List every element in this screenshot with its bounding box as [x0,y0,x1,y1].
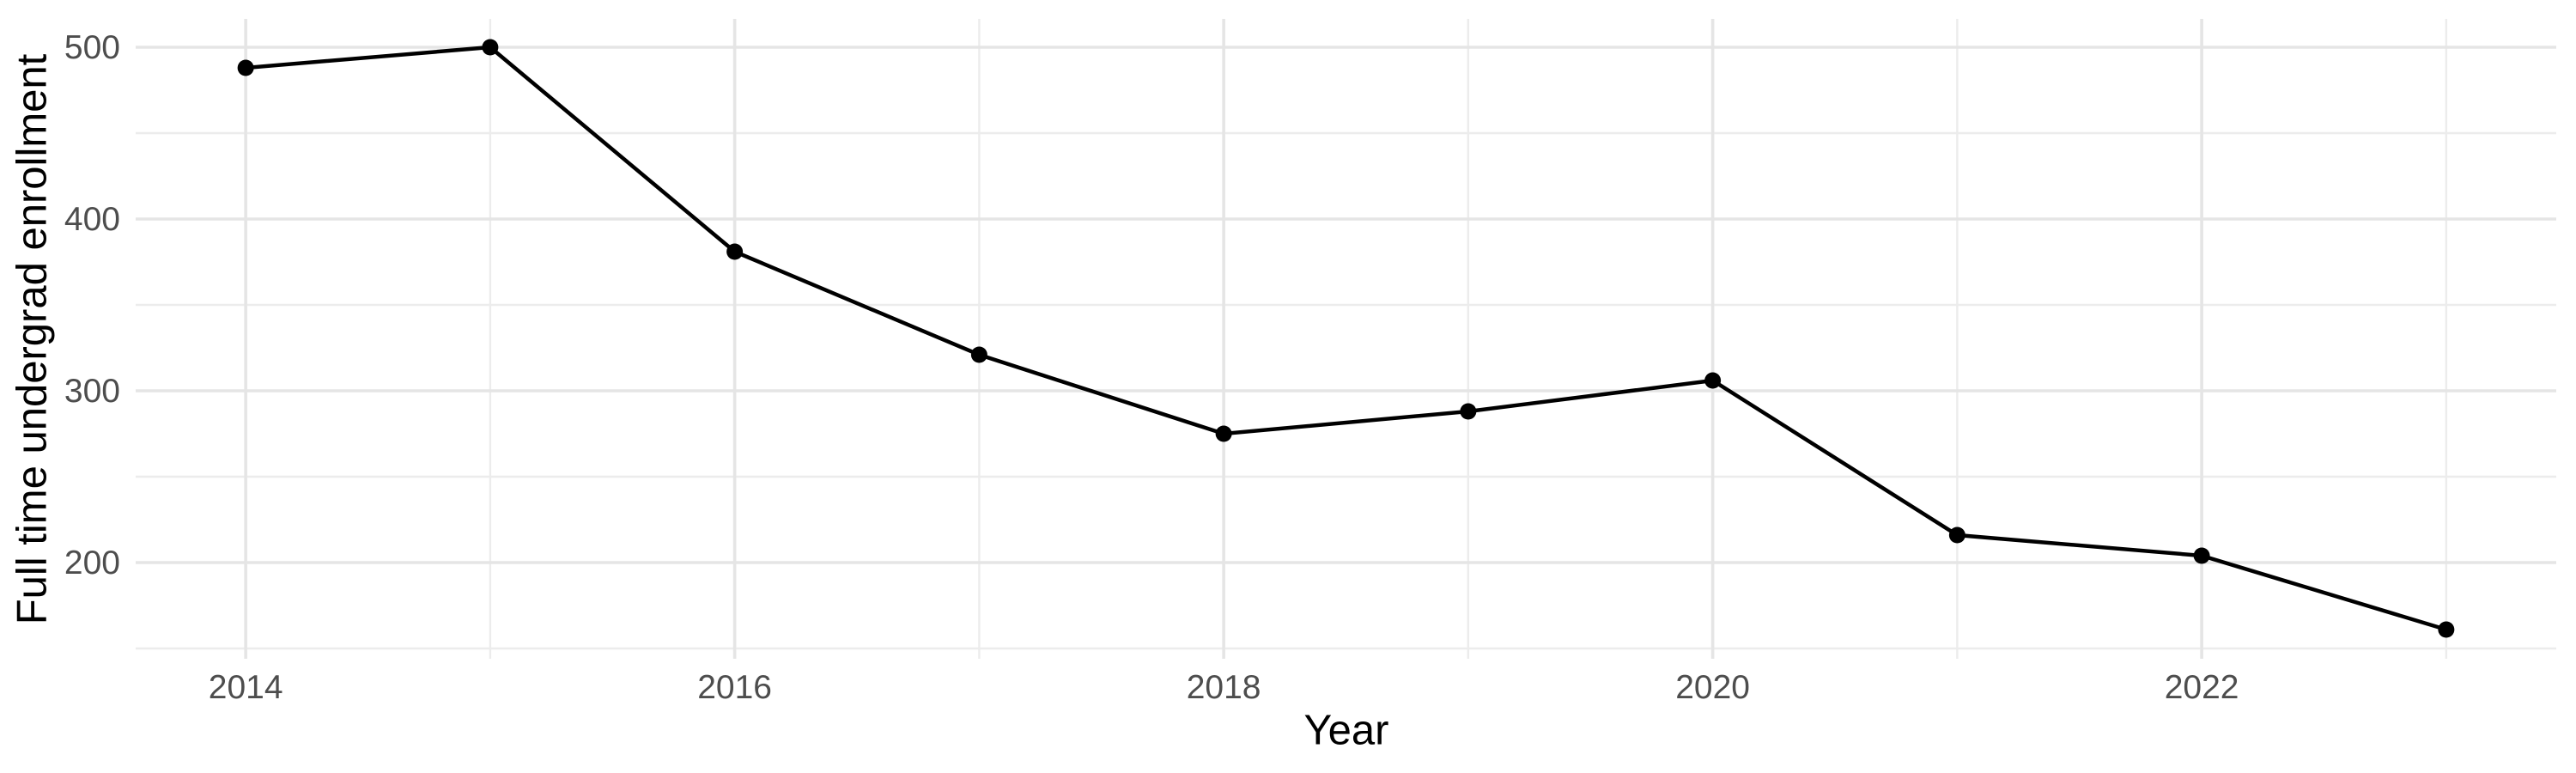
x-tick-label: 2020 [1675,669,1750,706]
data-point [1948,526,1965,544]
data-line [245,45,2447,632]
data-point [1704,372,1722,389]
y-tick-label: 300 [64,373,120,410]
y-tick-label: 400 [64,201,120,238]
y-tick-label: 200 [64,545,120,581]
x-tick-label: 2016 [697,669,772,706]
data-point [970,346,987,363]
data-point [237,59,254,76]
data-point [482,39,499,56]
data-point [1460,403,1477,420]
x-axis-title: Year [1303,707,1389,754]
y-tick-label: 500 [64,29,120,66]
y-axis-title: Full time undergrad enrollment [9,53,56,625]
data-point [2438,621,2455,638]
x-tick-label: 2018 [1187,669,1261,706]
x-tick-label: 2014 [209,669,283,706]
x-tick-label: 2022 [2165,669,2239,706]
data-point [2193,547,2210,564]
data-point [1215,425,1232,442]
data-point [726,243,744,260]
